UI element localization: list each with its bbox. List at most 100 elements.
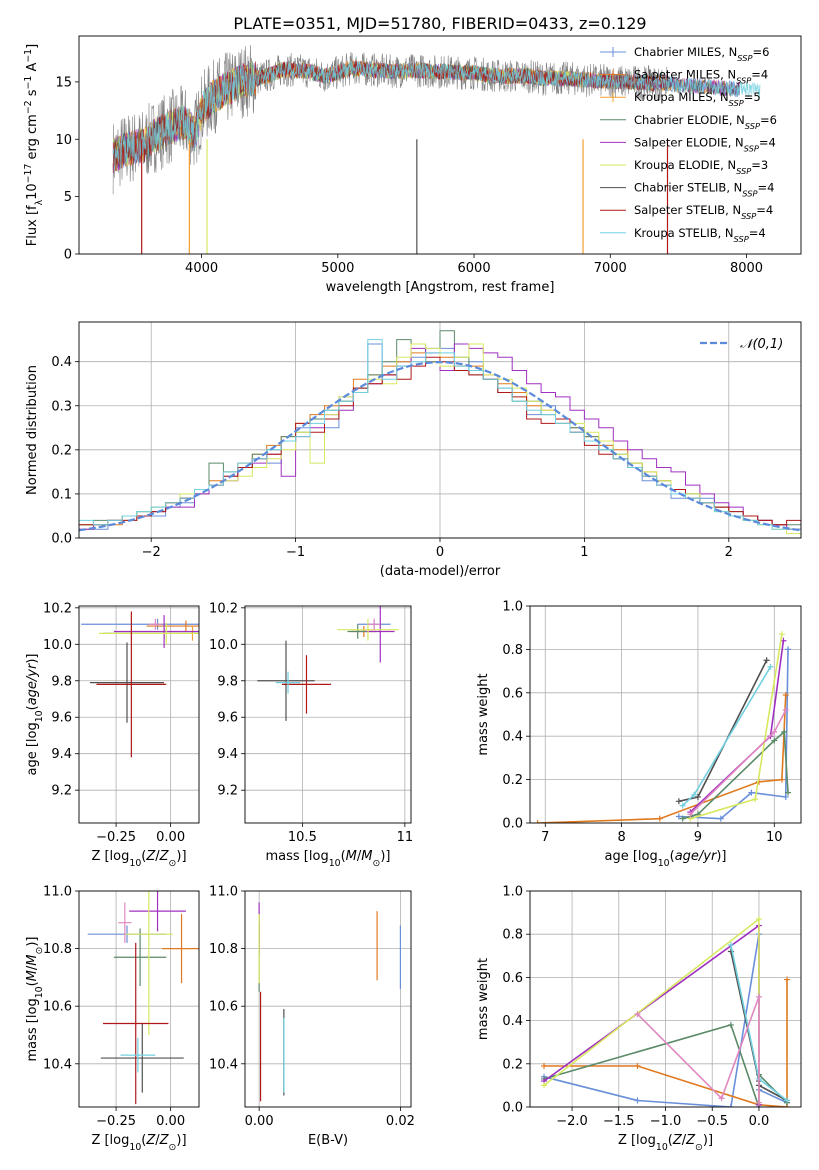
y-tick-label: 0.2: [51, 443, 72, 458]
y-tick-label: 9.2: [51, 784, 72, 799]
x-axis-label-part: )]: [176, 1133, 186, 1148]
x-tick-label: 0.00: [156, 1114, 185, 1129]
axes-frame: [78, 35, 802, 255]
data-point-3: [347, 624, 368, 639]
data-point-5: [113, 615, 199, 648]
weight-marker: [767, 663, 774, 670]
legend-label-part: =4: [749, 226, 766, 240]
y-axis-label-part: mass [log: [25, 998, 40, 1061]
weight-line: [636, 996, 760, 1103]
y-tick-label: 5: [64, 190, 72, 205]
y-tick-label: 0: [64, 248, 72, 263]
weight-marker: [755, 993, 762, 1000]
y-tick-label: 0.0: [502, 817, 523, 832]
weight-marker: [783, 976, 790, 983]
y-axis-label-part: (: [25, 981, 40, 986]
x-tick-label: 7000: [594, 261, 627, 276]
x-tick-label: −1.0: [650, 1114, 682, 1129]
y-tick-label: 10.6: [43, 1000, 72, 1015]
data-point-2: [146, 620, 199, 632]
weight-marker: [727, 1104, 734, 1107]
legend-label-part: Chabrier STELIB, N: [634, 181, 742, 195]
x-tick-label: 0.02: [386, 1114, 415, 1129]
axes-frame: [244, 605, 412, 824]
axes-frame: [244, 890, 412, 1108]
y-axis-label-part: mass weight: [476, 958, 491, 1040]
weight-marker: [634, 1062, 641, 1069]
y-tick-label: 0.2: [502, 773, 523, 788]
x-tick-label: −2.0: [556, 1114, 588, 1129]
legend-label-part: SSP: [737, 53, 752, 63]
legend-label: Kroupa ELODIE, NSSP=3: [634, 158, 768, 176]
weight-line: [543, 1023, 788, 1107]
x-tick-label: 1: [580, 545, 588, 560]
y-tick-label: 0.0: [51, 532, 72, 547]
x-axis-label-part: 10: [658, 858, 670, 869]
y-axis-label-part: )]: [25, 937, 40, 947]
weight-series-8: [634, 993, 762, 1106]
plot-area: [112, 44, 761, 254]
y-tick-label: 0.0: [502, 1101, 523, 1116]
x-axis-label-part: /: [682, 1133, 687, 1148]
weight-marker: [771, 737, 778, 744]
legend-label-part: Chabrier ELODIE, N: [634, 113, 745, 127]
weight-marker: [783, 1097, 790, 1104]
x-tick-label: −0.25: [96, 1114, 136, 1129]
weight-series-2: [534, 691, 789, 823]
data-point-5: [337, 618, 399, 641]
legend-label: Salpeter ELODIE, NSSP=4: [634, 135, 776, 153]
data-point-6: [98, 622, 199, 645]
weight-marker: [691, 791, 698, 798]
data-point-2: [161, 914, 199, 984]
legend-label: Kroupa STELIB, NSSP=4: [634, 226, 766, 244]
weight-marker: [727, 1021, 734, 1028]
panel-age-vs-Z: −0.25 0.009.29.49.69.810.010.2Z [log10(Z/…: [25, 601, 200, 869]
y-tick-label: 10.8: [43, 942, 72, 957]
x-tick-label: 8: [617, 830, 625, 845]
weight-marker: [634, 1011, 641, 1018]
plot-area: [79, 330, 801, 538]
legend-label-part: Kroupa MILES, N: [634, 90, 729, 104]
x-axis-label-part: )]: [716, 849, 726, 864]
y-tick-label: 10.0: [43, 638, 72, 653]
data-point-8: [96, 611, 167, 758]
x-axis-label-part: Z: [159, 849, 170, 864]
weight-marker: [752, 796, 759, 803]
x-axis-label-part: age/yr: [675, 849, 718, 864]
x-axis-label: E(B-V): [308, 1133, 348, 1148]
y-tick-label: 0.4: [502, 730, 523, 745]
model-spectrum-8: [112, 60, 668, 172]
legend-label: Chabrier MILES, NSSP=6: [634, 45, 769, 63]
x-axis-label-part: wavelength [Angstrom, rest frame]: [326, 280, 555, 295]
legend-label-part: SSP: [745, 121, 760, 131]
x-tick-label: 0.0: [749, 1114, 770, 1129]
y-tick-label: 10.6: [209, 1000, 238, 1015]
weight-marker: [656, 815, 663, 822]
x-tick-label: 10.5: [288, 830, 317, 845]
y-axis-label-part: λ: [34, 199, 45, 205]
plot-area: [81, 611, 199, 758]
x-axis-label: (data-model)/error: [380, 564, 501, 579]
y-tick-label: 9.8: [217, 674, 238, 689]
y-tick-label: 11.0: [43, 885, 72, 900]
y-tick-label: 0.8: [502, 928, 523, 943]
y-axis-label-part: M: [25, 970, 40, 981]
legend-label-part: Salpeter MILES, N: [634, 68, 736, 82]
x-tick-label: −2: [142, 545, 161, 560]
x-tick-label: 5000: [321, 261, 354, 276]
legend-label-part: =4: [759, 135, 776, 149]
y-axis-label-part: ]: [25, 44, 40, 49]
y-tick-label: 10.2: [209, 601, 238, 616]
model-spectrum-9: [112, 60, 761, 170]
weight-marker: [763, 657, 770, 664]
weight-marker: [541, 1062, 548, 1069]
y-axis-label-part: mass weight: [476, 673, 491, 755]
x-tick-label: 0.00: [156, 830, 185, 845]
legend-label: 𝒩(0,1): [740, 337, 783, 352]
y-axis-label-part: Normed distribution: [25, 365, 40, 495]
y-axis-label: age [log10(age/yr)]: [25, 653, 45, 775]
x-axis-label-part: )]: [703, 1133, 713, 1148]
legend-label-part: SSP: [744, 143, 759, 153]
